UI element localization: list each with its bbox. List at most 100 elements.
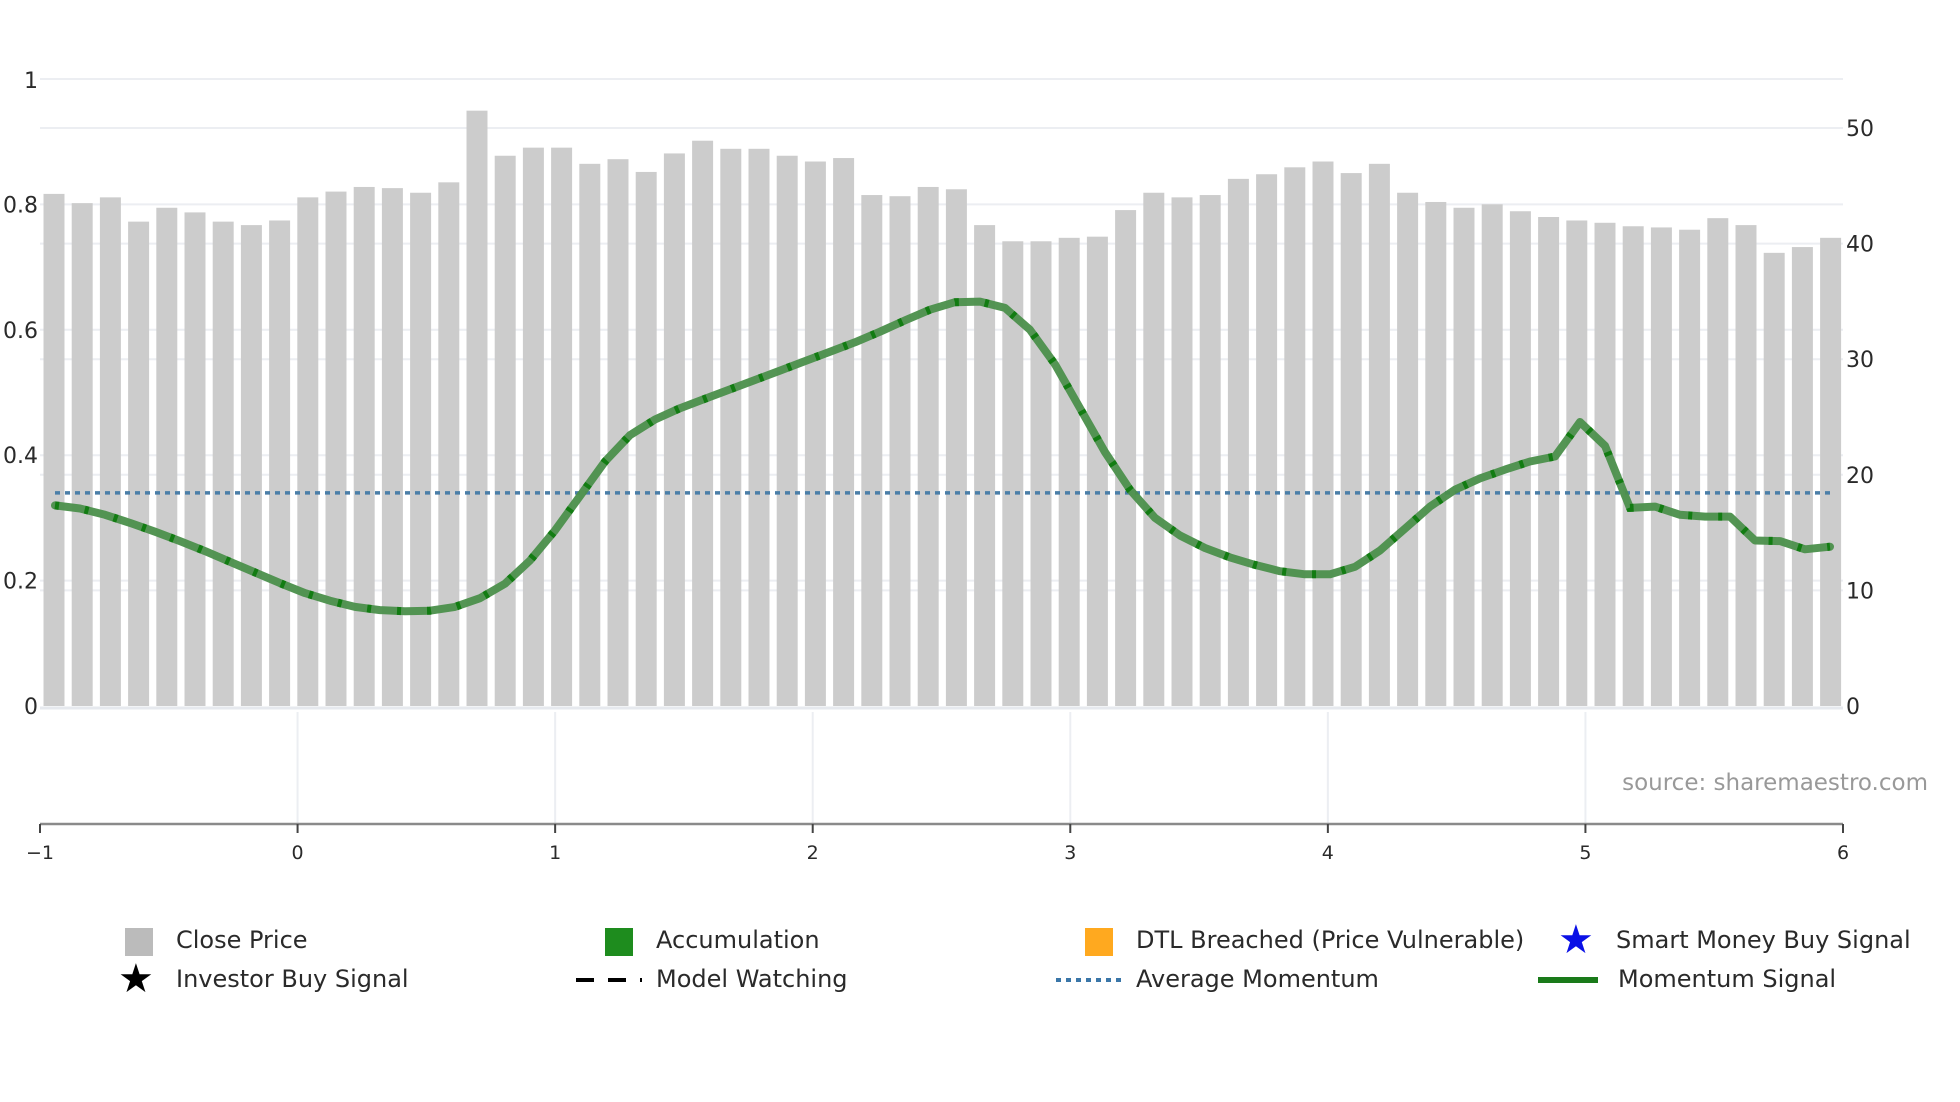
dotted-line-icon xyxy=(1056,978,1122,982)
right-axis-tick-label: 20 xyxy=(1846,464,1874,489)
close-price-bar[interactable] xyxy=(71,203,93,706)
close-price-bar[interactable] xyxy=(1002,241,1024,706)
left-axis-tick-label: 0.6 xyxy=(3,319,38,344)
legend-label: Model Watching xyxy=(656,965,848,993)
close-price-bar[interactable] xyxy=(466,110,488,706)
close-price-bar[interactable] xyxy=(1622,226,1644,706)
green-square-icon xyxy=(605,928,633,956)
x-axis-tick-label: 5 xyxy=(1579,842,1591,864)
legend-item-close-price[interactable]: Close Price xyxy=(108,922,308,958)
close-price-bar[interactable] xyxy=(776,155,798,706)
legend-label: Average Momentum xyxy=(1136,965,1379,993)
close-price-bar[interactable] xyxy=(522,147,544,707)
x-axis-tick-label: 1 xyxy=(549,842,561,864)
legend-item-accumulation[interactable]: Accumulation xyxy=(588,922,820,958)
close-price-bar[interactable] xyxy=(1425,201,1447,706)
close-price-bar[interactable] xyxy=(748,148,770,707)
close-price-bar[interactable] xyxy=(635,171,657,707)
right-axis-tick-label: 50 xyxy=(1846,117,1874,142)
close-price-bar[interactable] xyxy=(917,186,939,706)
close-price-bar[interactable] xyxy=(381,188,403,706)
close-price-bar[interactable] xyxy=(1171,197,1193,707)
close-price-bar[interactable] xyxy=(1650,227,1672,706)
close-price-bar[interactable] xyxy=(269,220,291,707)
close-price-bar[interactable] xyxy=(663,153,685,706)
close-price-bar[interactable] xyxy=(1143,192,1165,707)
close-price-bar[interactable] xyxy=(1679,229,1701,706)
close-price-bar[interactable] xyxy=(240,225,262,706)
close-price-bar[interactable] xyxy=(1227,178,1249,706)
close-price-bar[interactable] xyxy=(1086,236,1108,706)
close-price-bar[interactable] xyxy=(1115,210,1137,707)
close-price-bar[interactable] xyxy=(1820,237,1842,706)
close-price-bar[interactable] xyxy=(184,212,206,706)
close-price-bar[interactable] xyxy=(128,221,150,707)
close-price-bar[interactable] xyxy=(1791,247,1813,706)
close-price-bar[interactable] xyxy=(99,197,121,707)
source-attribution: source: sharemaestro.com xyxy=(1622,770,1928,796)
x-axis-tick-label: 4 xyxy=(1322,842,1334,864)
close-price-bar[interactable] xyxy=(804,161,826,707)
close-price-bar[interactable] xyxy=(438,182,460,706)
x-axis-tick-label: 2 xyxy=(807,842,819,864)
close-price-bar[interactable] xyxy=(1509,211,1531,706)
dashed-line-icon xyxy=(576,978,642,982)
close-price-bar[interactable] xyxy=(551,147,573,707)
close-price-bar[interactable] xyxy=(1368,163,1390,706)
close-price-bar[interactable] xyxy=(212,221,234,707)
close-price-bars xyxy=(43,110,1842,707)
legend-item-model-watching[interactable]: Model Watching xyxy=(572,961,848,997)
close-price-bar[interactable] xyxy=(325,191,347,706)
close-price-bar[interactable] xyxy=(1763,252,1785,706)
close-price-bar[interactable] xyxy=(861,195,883,706)
close-price-bar[interactable] xyxy=(1340,173,1362,707)
close-price-bar[interactable] xyxy=(974,225,996,706)
close-price-bar[interactable] xyxy=(43,193,65,707)
close-price-bar[interactable] xyxy=(720,148,742,707)
close-price-bar[interactable] xyxy=(1453,207,1475,707)
close-price-bar[interactable] xyxy=(692,140,714,706)
close-price-bar[interactable] xyxy=(1030,241,1052,706)
momentum-signal-line xyxy=(51,297,1834,616)
legend-item-average-momentum[interactable]: Average Momentum xyxy=(1052,961,1379,997)
blue-star-icon: ★ xyxy=(1558,917,1594,963)
right-axis-tick-label: 30 xyxy=(1846,348,1874,373)
close-price-bar[interactable] xyxy=(1256,174,1278,707)
right-axis-tick-label: 40 xyxy=(1846,233,1874,258)
legend-item-momentum-signal[interactable]: Momentum Signal xyxy=(1534,961,1836,997)
close-price-bar[interactable] xyxy=(410,192,432,707)
close-price-bar[interactable] xyxy=(1284,167,1306,706)
close-price-bar[interactable] xyxy=(579,163,601,706)
close-price-bar[interactable] xyxy=(353,186,375,706)
left-axis-tick-label: 0.4 xyxy=(3,444,38,469)
close-price-bar[interactable] xyxy=(156,207,178,707)
close-price-bar[interactable] xyxy=(1594,222,1616,707)
close-price-bar[interactable] xyxy=(1397,192,1419,707)
close-price-bar[interactable] xyxy=(1707,218,1729,706)
close-price-bar[interactable] xyxy=(833,158,855,706)
x-axis-tick-label: 0 xyxy=(292,842,304,864)
legend-label: Momentum Signal xyxy=(1618,965,1837,993)
close-price-bar[interactable] xyxy=(297,197,319,707)
right-axis-tick-label: 10 xyxy=(1846,579,1874,604)
legend-item-smart-money-buy-signal[interactable]: ★ Smart Money Buy Signal xyxy=(1548,918,1911,962)
left-axis-tick-label: 1 xyxy=(24,69,38,94)
legend-item-investor-buy-signal[interactable]: ★ Investor Buy Signal xyxy=(108,957,409,1001)
close-price-bar[interactable] xyxy=(1199,195,1221,706)
legend-item-dtl-breached[interactable]: DTL Breached (Price Vulnerable) xyxy=(1068,922,1524,958)
close-price-bar[interactable] xyxy=(1566,220,1588,707)
x-axis-tick-label: −1 xyxy=(26,842,54,864)
close-price-bar[interactable] xyxy=(1481,204,1503,706)
close-price-bar[interactable] xyxy=(889,196,911,707)
close-price-bar[interactable] xyxy=(607,159,629,706)
close-price-bar[interactable] xyxy=(1735,225,1757,706)
legend-label: Smart Money Buy Signal xyxy=(1616,926,1911,954)
close-price-bar[interactable] xyxy=(494,155,516,706)
close-price-bar[interactable] xyxy=(945,189,967,706)
x-axis-tick-label: 6 xyxy=(1837,842,1849,864)
close-price-bar[interactable] xyxy=(1312,161,1334,707)
close-price-bar[interactable] xyxy=(1058,237,1080,706)
legend-label: Investor Buy Signal xyxy=(176,965,409,993)
